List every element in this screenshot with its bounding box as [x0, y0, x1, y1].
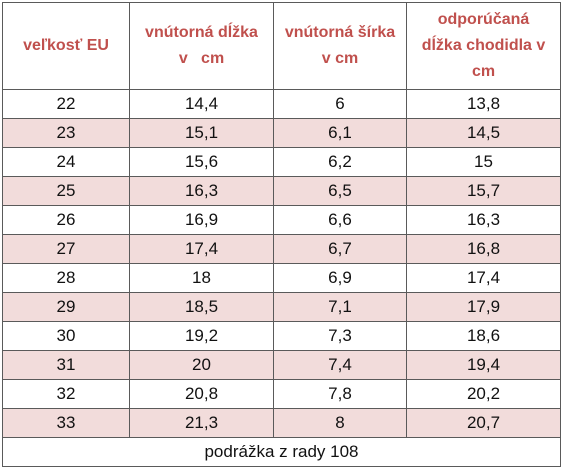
- cell-size: 33: [2, 408, 130, 438]
- table-row: 23 15,1 6,1 14,5: [2, 118, 561, 148]
- table-row: 28 18 6,9 17,4: [2, 263, 561, 293]
- footer-row: podrážka z rady 108: [2, 437, 561, 467]
- table-row: 24 15,6 6,2 15: [2, 147, 561, 177]
- header-inner-width-line-1: vnútorná šírka: [284, 24, 396, 41]
- cell-foot-length: 13,8: [406, 89, 561, 119]
- cell-inner-length: 15,1: [129, 118, 274, 148]
- cell-inner-width: 6,1: [273, 118, 407, 148]
- header-inner-length-line-1: vnútorná dĺžka: [145, 24, 258, 41]
- header-recommended-foot-length: odporúčaná dĺžka chodidla v cm: [406, 2, 561, 90]
- cell-inner-length: 14,4: [129, 89, 274, 119]
- cell-inner-width: 6,5: [273, 176, 407, 206]
- cell-size: 30: [2, 321, 130, 351]
- cell-inner-width: 6,6: [273, 205, 407, 235]
- table-row: 22 14,4 6 13,8: [2, 89, 561, 119]
- table-row: 26 16,9 6,6 16,3: [2, 205, 561, 235]
- cell-size: 27: [2, 234, 130, 264]
- table-row: 33 21,3 8 20,7: [2, 408, 561, 438]
- header-inner-width-line-2: v cm: [321, 50, 359, 67]
- header-inner-length: vnútorná dĺžka v cm: [129, 2, 274, 90]
- table-row: 30 19,2 7,3 18,6: [2, 321, 561, 351]
- header-size-eu-line-1: veľkosť EU: [23, 37, 109, 54]
- table-row: 31 20 7,4 19,4: [2, 350, 561, 380]
- header-foot-line-1: odporúčaná: [437, 11, 530, 28]
- cell-foot-length: 17,4: [406, 263, 561, 293]
- cell-inner-width: 7,3: [273, 321, 407, 351]
- cell-inner-length: 18,5: [129, 292, 274, 322]
- cell-foot-length: 15,7: [406, 176, 561, 206]
- cell-size: 25: [2, 176, 130, 206]
- table-row: 29 18,5 7,1 17,9: [2, 292, 561, 322]
- cell-foot-length: 20,2: [406, 379, 561, 409]
- header-size-eu: veľkosť EU: [2, 2, 130, 90]
- table-row: 25 16,3 6,5 15,7: [2, 176, 561, 206]
- cell-inner-width: 6,2: [273, 147, 407, 177]
- cell-size: 29: [2, 292, 130, 322]
- cell-inner-length: 16,3: [129, 176, 274, 206]
- cell-foot-length: 16,3: [406, 205, 561, 235]
- cell-foot-length: 18,6: [406, 321, 561, 351]
- cell-foot-length: 17,9: [406, 292, 561, 322]
- cell-inner-length: 20: [129, 350, 274, 380]
- cell-inner-width: 7,4: [273, 350, 407, 380]
- cell-size: 22: [2, 89, 130, 119]
- cell-inner-length: 20,8: [129, 379, 274, 409]
- header-row: veľkosť EU vnútorná dĺžka v cm vnútorná …: [2, 2, 561, 90]
- table-row: 27 17,4 6,7 16,8: [2, 234, 561, 264]
- cell-size: 31: [2, 350, 130, 380]
- cell-inner-length: 21,3: [129, 408, 274, 438]
- cell-inner-length: 16,9: [129, 205, 274, 235]
- cell-inner-width: 7,8: [273, 379, 407, 409]
- cell-inner-length: 18: [129, 263, 274, 293]
- cell-inner-length: 17,4: [129, 234, 274, 264]
- cell-foot-length: 15: [406, 147, 561, 177]
- cell-foot-length: 14,5: [406, 118, 561, 148]
- table-row: 32 20,8 7,8 20,2: [2, 379, 561, 409]
- cell-size: 28: [2, 263, 130, 293]
- sole-note: podrážka z rady 108: [2, 437, 561, 467]
- cell-inner-width: 6,7: [273, 234, 407, 264]
- cell-inner-width: 8: [273, 408, 407, 438]
- cell-size: 23: [2, 118, 130, 148]
- cell-inner-length: 19,2: [129, 321, 274, 351]
- cell-inner-width: 6: [273, 89, 407, 119]
- cell-size: 24: [2, 147, 130, 177]
- header-inner-width: vnútorná šírka v cm: [273, 2, 407, 90]
- cell-size: 26: [2, 205, 130, 235]
- cell-foot-length: 16,8: [406, 234, 561, 264]
- cell-inner-width: 6,9: [273, 263, 407, 293]
- cell-inner-length: 15,6: [129, 147, 274, 177]
- cell-size: 32: [2, 379, 130, 409]
- cell-foot-length: 20,7: [406, 408, 561, 438]
- header-inner-length-line-2: v cm: [178, 50, 225, 67]
- cell-foot-length: 19,4: [406, 350, 561, 380]
- header-foot-line-2: dĺžka chodidla v: [421, 37, 546, 54]
- cell-inner-width: 7,1: [273, 292, 407, 322]
- header-foot-line-3: cm: [471, 63, 496, 80]
- table-body: 22 14,4 6 13,8 23 15,1 6,1 14,5 24 15,6 …: [2, 89, 561, 467]
- size-table: veľkosť EU vnútorná dĺžka v cm vnútorná …: [2, 2, 561, 467]
